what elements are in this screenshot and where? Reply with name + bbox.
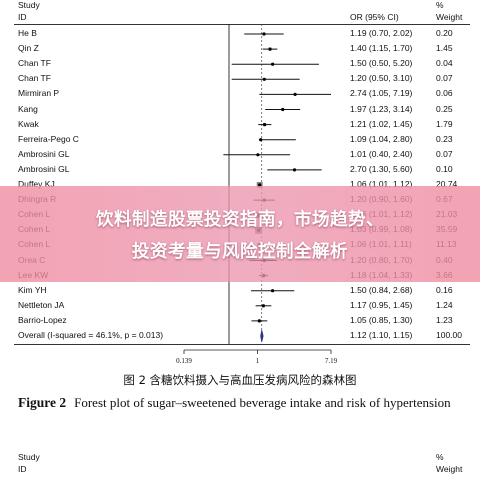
weight-value: 0.04 [436,58,453,69]
next-figure-percent-label: % [436,452,444,462]
header-id-label: ID [18,12,27,22]
weight-value: 0.07 [436,148,453,159]
x-tick-label-0139: 0.139 [176,357,192,365]
plot-bottom-rule [14,344,470,345]
study-id: Barrio-Lopez [18,314,67,325]
point-estimate [263,123,267,127]
study-id: Chan TF [18,73,51,84]
or-ci-value: 1.97 (1.23, 3.14) [350,103,413,114]
weight-value: 0.25 [436,103,453,114]
x-tick-label-719: 7.19 [324,357,338,365]
point-estimate [258,183,262,187]
overall-weight-value: 100.00 [436,330,462,340]
overlay-title-line2: 投资考量与风险控制全解析 [132,242,348,262]
weight-value: 0.16 [436,284,453,295]
overall-diamond [260,329,264,343]
point-estimate [271,62,275,66]
overall-label: Overall (I-squared = 46.1%, p = 0.013) [18,330,164,340]
or-ci-value: 2.74 (1.05, 7.19) [350,88,413,99]
study-id: Nettleton JA [18,299,65,310]
point-estimate [271,289,275,293]
plot-top-rule [14,24,470,25]
promo-overlay-banner[interactable]: 饮料制造股票投资指南，市场趋势、 投资考量与风险控制全解析 [0,186,480,282]
study-id: Ferreira-Pego C [18,133,79,144]
or-ci-value: 1.50 (0.84, 2.68) [350,284,413,295]
weight-value: 1.79 [436,118,453,129]
point-estimate [257,319,261,323]
point-estimate [262,32,266,36]
weight-value: 0.07 [436,73,453,84]
header-or-label: OR (95% CI) [350,12,399,22]
point-estimate [256,153,260,157]
point-estimate [292,168,297,172]
study-id: Kwak [18,118,39,129]
study-id: Ambrosini GL [18,163,70,174]
forest-plot [183,24,332,354]
figure-caption-chinese: 图 2 含糖饮料摄入与高血压发病风险的森林图 [123,373,357,387]
point-estimate [261,304,265,308]
x-tick-label-1: 1 [255,357,260,365]
weight-value: 0.20 [436,28,453,38]
point-estimate [293,92,297,96]
or-ci-value: 1.09 (1.04, 2.80) [350,133,413,144]
weight-value: 1.23 [436,314,453,325]
overlay-title-line1: 饮料制造股票投资指南，市场趋势、 [96,210,384,230]
header-weight-label: Weight [436,12,463,22]
next-figure-study-label: Study [18,452,40,462]
study-id: Qin Z [18,43,39,54]
study-id: Ambrosini GL [18,148,70,159]
weight-value: 1.24 [436,299,453,310]
or-ci-value: 1.05 (0.85, 1.30) [350,314,413,325]
point-estimate [268,47,272,51]
weight-value: 0.23 [436,133,453,144]
next-figure-weight-label: Weight [436,464,463,474]
overall-or-ci-value: 1.12 (1.10, 1.15) [350,330,413,340]
study-id: Kang [18,103,38,114]
study-id: He B [18,28,37,38]
point-estimate [281,107,285,112]
or-ci-value: 1.01 (0.40, 2.40) [350,148,413,159]
weight-value: 0.06 [436,88,453,99]
or-ci-value: 1.40 (1.15, 1.70) [350,43,413,54]
or-ci-value: 1.17 (0.95, 1.45) [350,299,413,310]
header-study-label: Study [18,0,40,10]
or-ci-value: 1.20 (0.50, 3.10) [350,73,413,84]
study-id: Chan TF [18,58,51,69]
or-ci-value: 1.06 (1.01, 1.12) [350,179,413,189]
point-estimate [259,138,263,142]
study-id: Kim YH [18,284,47,295]
header-percent-label: % [436,0,444,10]
or-ci-value: 1.50 (0.50, 5.20) [350,58,413,69]
next-figure-id-label: ID [18,464,27,474]
figure-caption-english: Figure 2 Forest plot of sugar–sweetened b… [18,392,470,414]
or-ci-value: 2.70 (1.30, 5.60) [350,163,413,174]
figure-caption-text: Forest plot of sugar–sweetened beverage … [74,395,451,410]
weight-value: 20.74 [436,179,458,189]
weight-value: 1.45 [436,43,453,54]
or-ci-value: 1.19 (0.70, 2.02) [350,28,413,38]
study-id: Mirmiran P [18,88,60,99]
study-id: Duffey KJ [18,179,55,189]
or-ci-value: 1.21 (1.02, 1.45) [350,118,413,129]
weight-value: 0.10 [436,163,453,174]
point-estimate [262,77,266,81]
figure-label: Figure 2 [18,395,67,410]
